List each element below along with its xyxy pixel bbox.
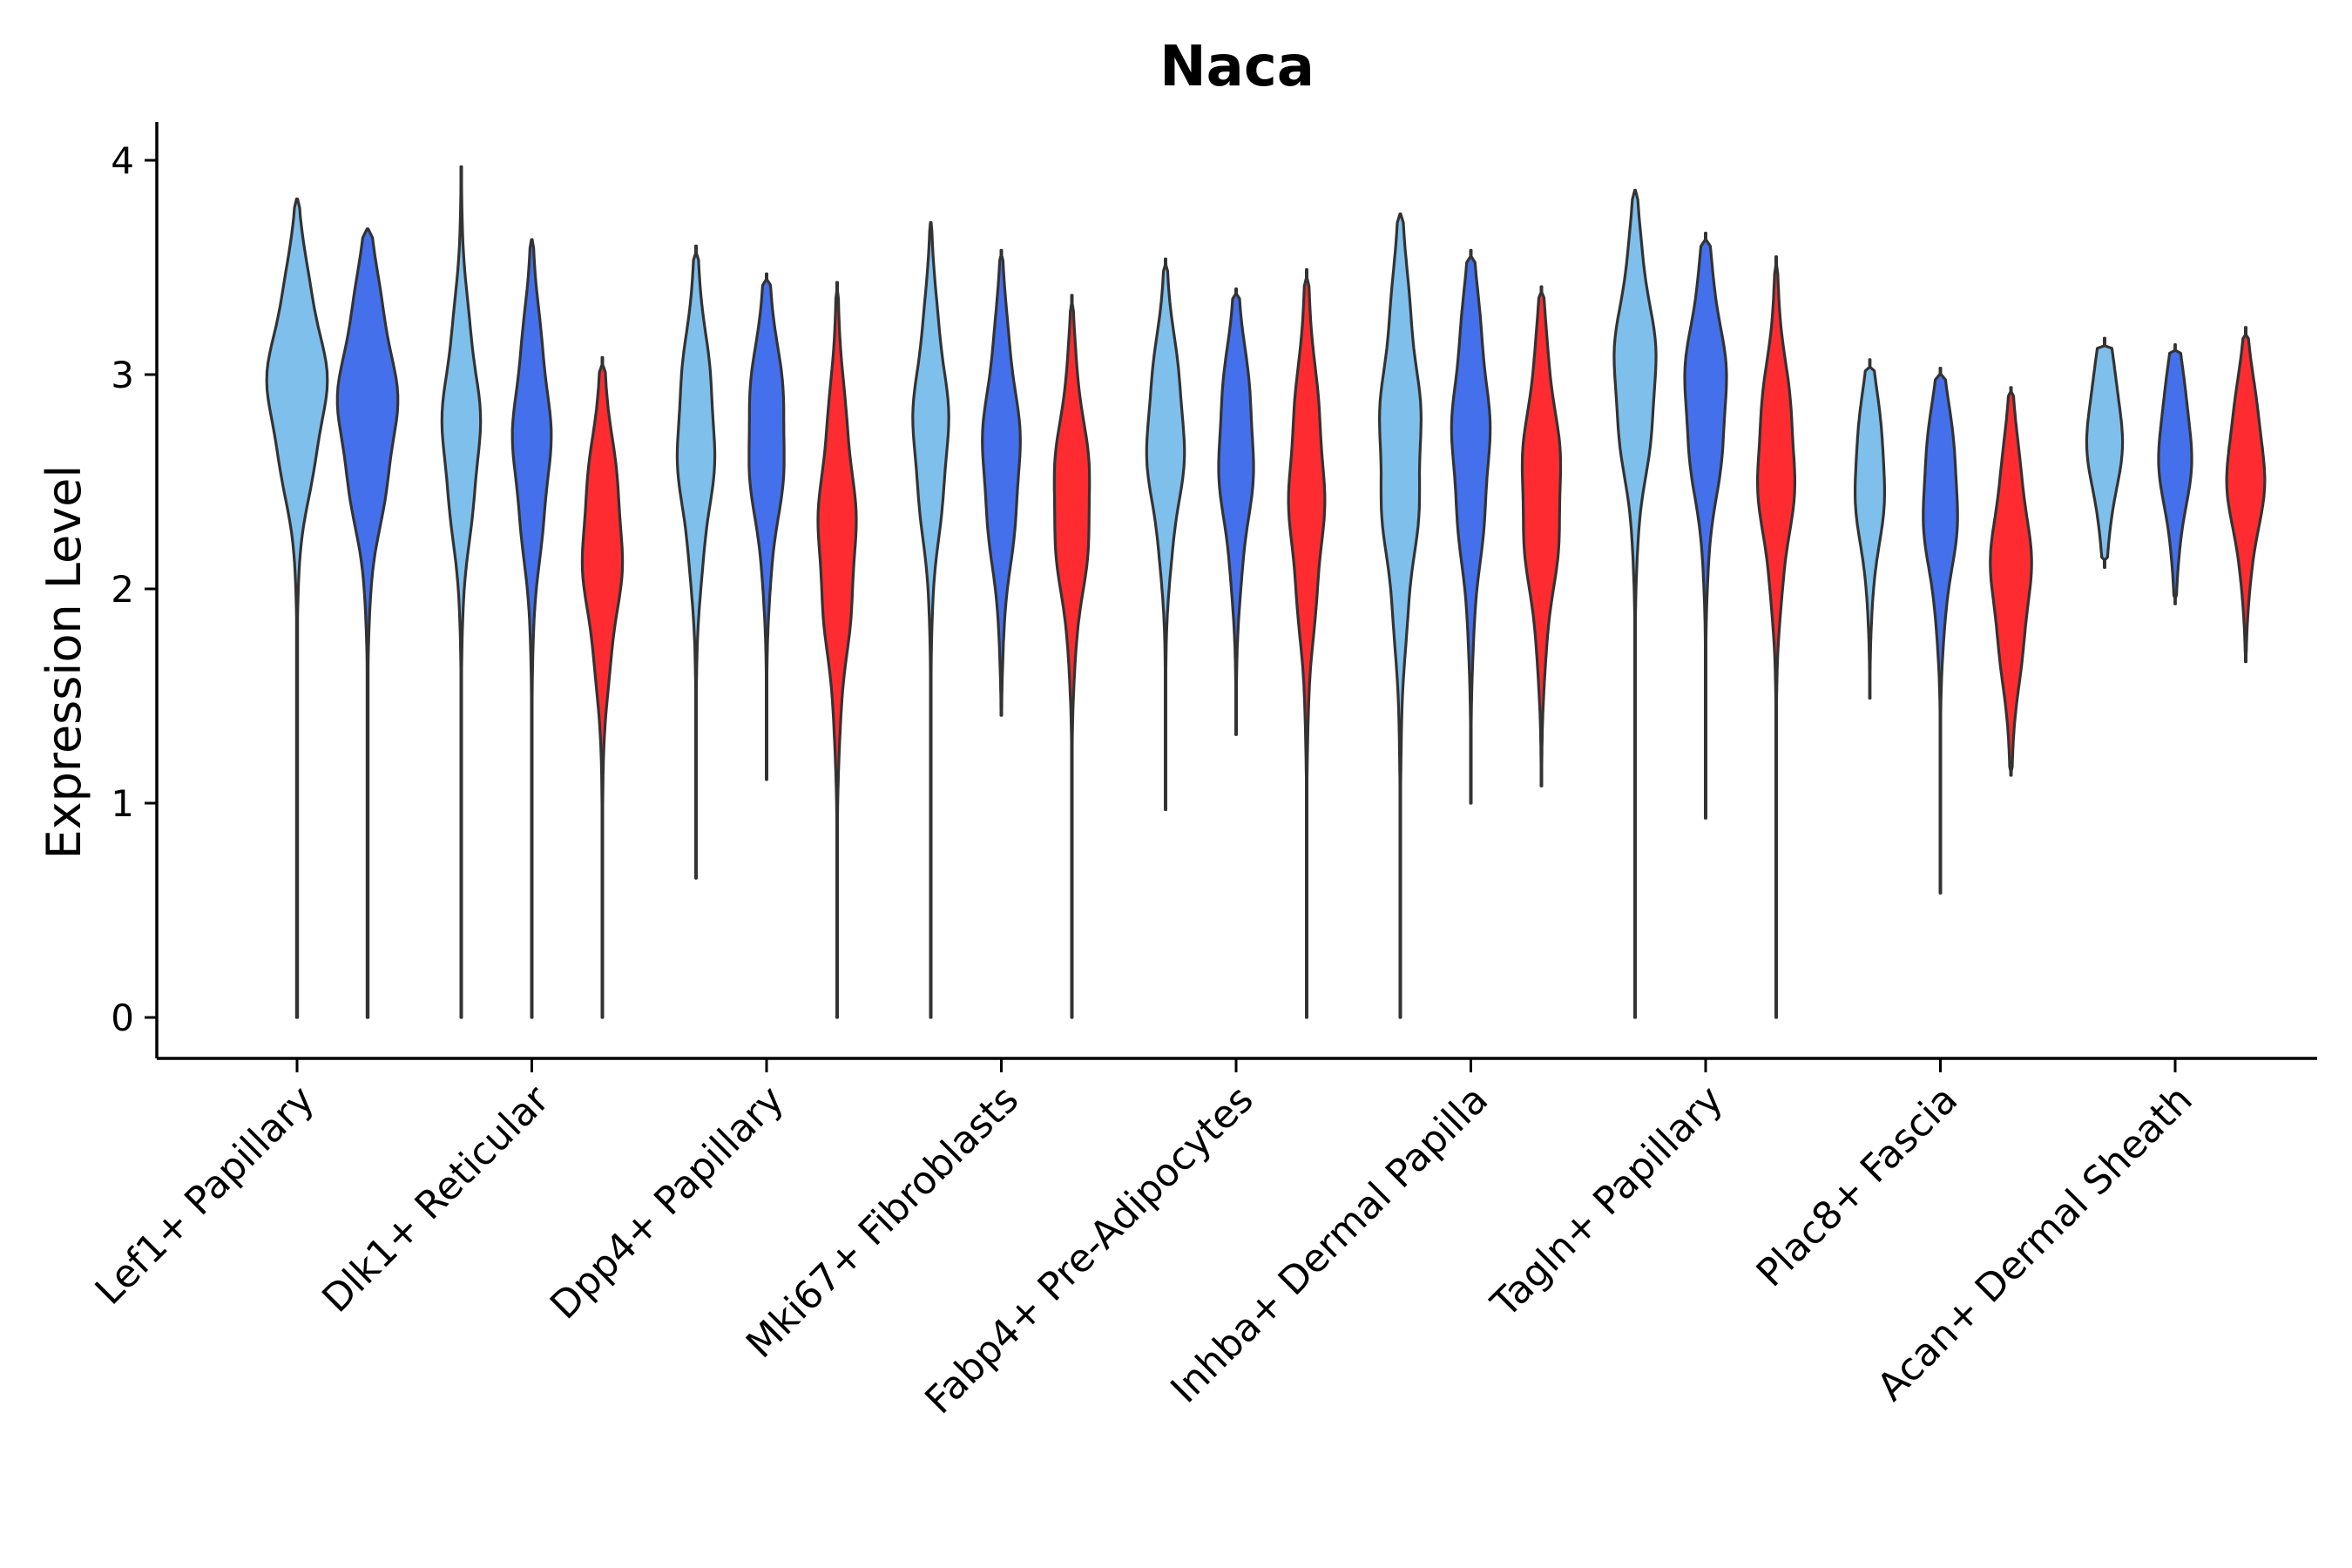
plot-area bbox=[265, 165, 2267, 1019]
violin-mki67-fibroblasts-blue bbox=[981, 248, 1022, 717]
y-tick-label: 0 bbox=[111, 997, 134, 1039]
violin-tagln-papillary-red bbox=[1756, 255, 1796, 1019]
y-axis-label: Expression Level bbox=[37, 465, 91, 860]
violin-mki67-fibroblasts-light-blue bbox=[911, 220, 950, 1019]
x-tick-label: Dlk1+ Reticular bbox=[314, 1077, 558, 1321]
y-tick-label: 1 bbox=[111, 782, 134, 825]
x-tick-label: Plac8+ Fascia bbox=[1748, 1078, 1967, 1296]
violin-lef1-papillary-blue bbox=[335, 227, 400, 1019]
y-tick-label: 3 bbox=[111, 354, 134, 396]
violin-plac8-fascia-light-blue bbox=[1854, 358, 1886, 700]
violin-inhba-dermal-papilla-red bbox=[1520, 285, 1563, 787]
violin-mki67-fibroblasts-red bbox=[1052, 294, 1092, 1019]
violin-dpp4-papillary-red bbox=[816, 280, 858, 1019]
violin-acan-dermal-sheath-blue bbox=[2157, 343, 2193, 605]
violin-acan-dermal-sheath-light-blue bbox=[2085, 336, 2125, 569]
violin-acan-dermal-sheath-red bbox=[2225, 326, 2267, 664]
violin-fabp4-pre-adipocytes-red bbox=[1287, 267, 1327, 1019]
violin-inhba-dermal-papilla-light-blue bbox=[1378, 212, 1423, 1019]
x-tick-label: Lef1+ Papillary bbox=[87, 1078, 323, 1314]
violin-dlk1-reticular-blue bbox=[510, 238, 553, 1019]
y-tick-label: 2 bbox=[111, 568, 134, 611]
y-tick-label: 4 bbox=[111, 139, 134, 182]
violin-plac8-fascia-red bbox=[1989, 386, 2033, 777]
violin-lef1-papillary-light-blue bbox=[265, 197, 329, 1019]
violin-tagln-papillary-blue bbox=[1683, 232, 1728, 820]
violin-dpp4-papillary-light-blue bbox=[675, 244, 717, 880]
violin-plac8-fascia-blue bbox=[1922, 367, 1959, 895]
violin-inhba-dermal-papilla-blue bbox=[1450, 248, 1492, 805]
violin-fabp4-pre-adipocytes-light-blue bbox=[1145, 257, 1186, 811]
x-tick-label: Dpp4+ Papillary bbox=[542, 1078, 793, 1328]
chart-title: Naca bbox=[1159, 35, 1315, 99]
x-tick-label: Tagln+ Papillary bbox=[1483, 1078, 1732, 1327]
violin-dlk1-reticular-red bbox=[580, 355, 625, 1019]
violin-tagln-papillary-light-blue bbox=[1612, 188, 1658, 1019]
y-axis: 0 1 2 3 4 bbox=[111, 122, 159, 1058]
violin-dlk1-reticular-light-blue bbox=[440, 165, 483, 1019]
violin-dpp4-papillary-blue bbox=[747, 272, 786, 781]
violin-fabp4-pre-adipocytes-blue bbox=[1217, 287, 1255, 736]
